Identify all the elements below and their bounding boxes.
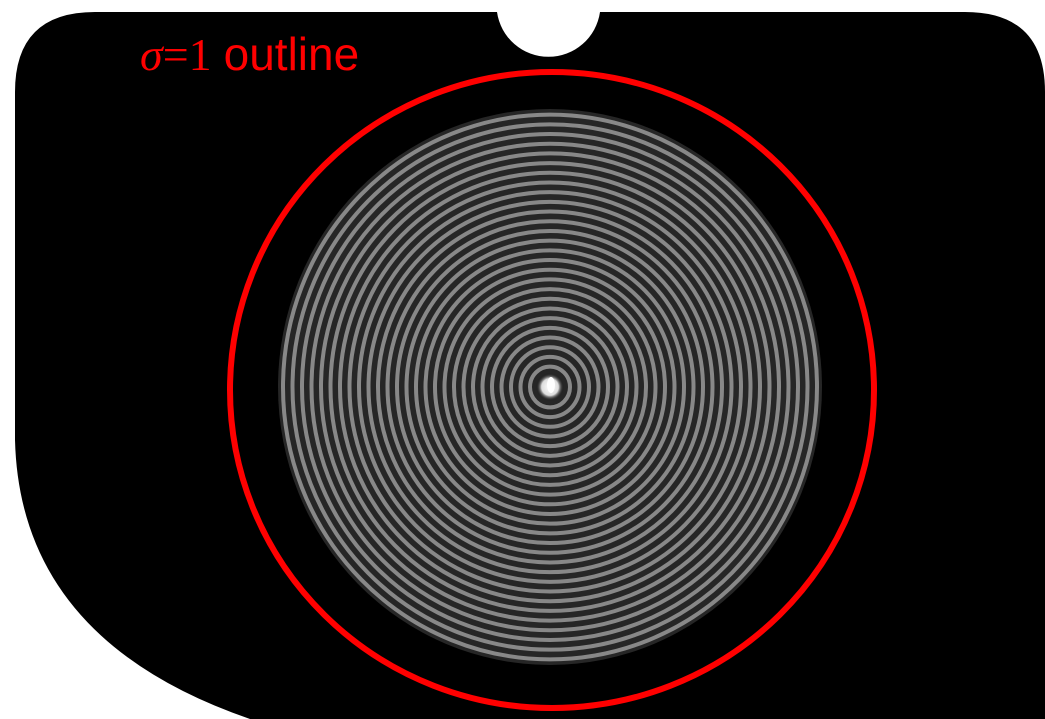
word: outline bbox=[224, 28, 360, 80]
image-view: σ=1outline bbox=[0, 0, 1045, 719]
symbol: σ bbox=[140, 29, 165, 80]
equals: =1 bbox=[163, 29, 212, 80]
page: {"annotation": {"symbol": "σ", "equals":… bbox=[0, 0, 1045, 719]
ring bbox=[547, 377, 555, 393]
ring-pattern bbox=[278, 109, 822, 665]
